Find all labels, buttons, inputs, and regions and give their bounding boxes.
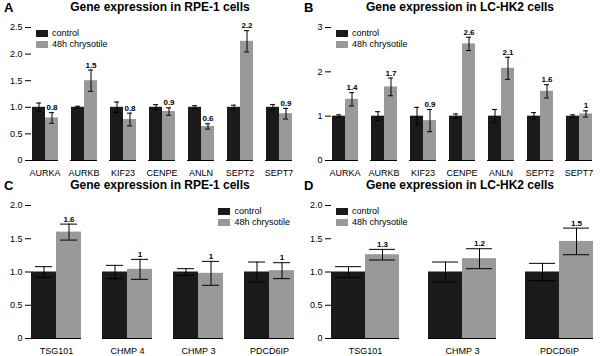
html-text:control: control (234, 206, 262, 216)
svg-text:AURKB: AURKB (68, 168, 99, 178)
svg-text:TSG101: TSG101 (349, 346, 383, 356)
svg-text:0.5: 0.5 (310, 300, 323, 310)
svg-text:0.5: 0.5 (10, 129, 23, 139)
svg-text:1.0: 1.0 (10, 102, 23, 112)
svg-text:AURKB: AURKB (368, 168, 399, 178)
svg-text:1.7: 1.7 (385, 69, 397, 78)
svg-text:PDCD6IP: PDCD6IP (250, 346, 289, 356)
svg-text:2.0: 2.0 (310, 200, 323, 210)
svg-text:0.8: 0.8 (46, 103, 58, 112)
svg-text:KIF23: KIF23 (111, 168, 135, 178)
svg-text:2: 2 (317, 67, 322, 77)
html-text:48h chrysotile: 48h chrysotile (234, 217, 290, 227)
svg-text:0.9: 0.9 (424, 100, 436, 109)
html-text:control: control (352, 28, 379, 38)
svg-text:SEPT7: SEPT7 (565, 168, 594, 178)
svg-text:1: 1 (209, 252, 214, 261)
svg-text:0: 0 (317, 155, 322, 165)
svg-text:0.9: 0.9 (280, 99, 292, 108)
svg-text:0.6: 0.6 (202, 114, 214, 123)
svg-text:1.0: 1.0 (310, 267, 323, 277)
svg-text:PDCD6IP: PDCD6IP (540, 346, 579, 356)
svg-text:1: 1 (317, 111, 322, 121)
html-text:Gene expression in RPE-1 cells: Gene expression in RPE-1 cells (70, 0, 250, 14)
svg-text:1.5: 1.5 (85, 61, 97, 70)
svg-text:SEPT2: SEPT2 (526, 168, 555, 178)
svg-text:1.6: 1.6 (541, 75, 553, 84)
svg-text:CHMP 3: CHMP 3 (182, 346, 216, 356)
html-text:48h chrysotile: 48h chrysotile (52, 39, 108, 49)
svg-text:0: 0 (317, 333, 322, 343)
html-text:control: control (52, 28, 79, 38)
svg-text:3: 3 (317, 22, 322, 32)
html-text:Gene expression in LC-HK2 cell: Gene expression in LC-HK2 cells (366, 0, 554, 14)
svg-text:1.2: 1.2 (474, 239, 486, 248)
svg-text:1.5: 1.5 (10, 76, 23, 86)
svg-text:SEPT2: SEPT2 (226, 168, 255, 178)
svg-text:CENPE: CENPE (146, 168, 177, 178)
html-text:D: D (304, 178, 314, 193)
svg-text:CHMP 3: CHMP 3 (446, 346, 480, 356)
svg-text:2.1: 2.1 (502, 48, 514, 57)
svg-text:0.9: 0.9 (163, 98, 175, 107)
svg-text:CHMP 4: CHMP 4 (111, 346, 145, 356)
svg-text:1.4: 1.4 (346, 83, 358, 92)
html-text:Gene expression in RPE-1 cells: Gene expression in RPE-1 cells (70, 178, 250, 192)
svg-text:ANLN: ANLN (189, 168, 213, 178)
svg-text:1.5: 1.5 (10, 234, 23, 244)
svg-text:0.8: 0.8 (124, 104, 136, 113)
svg-text:0: 0 (17, 333, 22, 343)
svg-text:AURKA: AURKA (329, 168, 360, 178)
svg-text:2.0: 2.0 (10, 200, 23, 210)
html-text:C: C (4, 178, 14, 193)
html-text:48h chrysotile: 48h chrysotile (352, 39, 408, 49)
svg-text:1.5: 1.5 (310, 234, 323, 244)
svg-text:2.6: 2.6 (463, 28, 475, 37)
svg-text:1: 1 (138, 250, 143, 259)
svg-text:AURKA: AURKA (29, 168, 60, 178)
svg-text:2.2: 2.2 (241, 21, 253, 30)
svg-text:0.5: 0.5 (10, 300, 23, 310)
svg-text:1: 1 (584, 101, 589, 110)
html-text:Gene expression in LC-HK2 cell: Gene expression in LC-HK2 cells (366, 178, 554, 192)
html-text:48h chrysotile: 48h chrysotile (352, 217, 408, 227)
svg-text:2.5: 2.5 (10, 22, 23, 32)
html-text:control: control (352, 206, 379, 216)
svg-text:KIF23: KIF23 (411, 168, 435, 178)
html-text:A: A (4, 0, 14, 15)
svg-text:1: 1 (280, 253, 285, 262)
html-text:B: B (304, 0, 314, 15)
svg-text:CENPE: CENPE (446, 168, 477, 178)
svg-text:TSG101: TSG101 (40, 346, 74, 356)
svg-text:ANLN: ANLN (489, 168, 513, 178)
svg-text:1.0: 1.0 (10, 267, 23, 277)
svg-text:SEPT7: SEPT7 (265, 168, 294, 178)
svg-text:0: 0 (17, 155, 22, 165)
svg-text:1.3: 1.3 (377, 240, 389, 249)
svg-text:1.6: 1.6 (63, 215, 75, 224)
svg-text:1.5: 1.5 (571, 219, 583, 228)
svg-text:2.0: 2.0 (10, 49, 23, 59)
